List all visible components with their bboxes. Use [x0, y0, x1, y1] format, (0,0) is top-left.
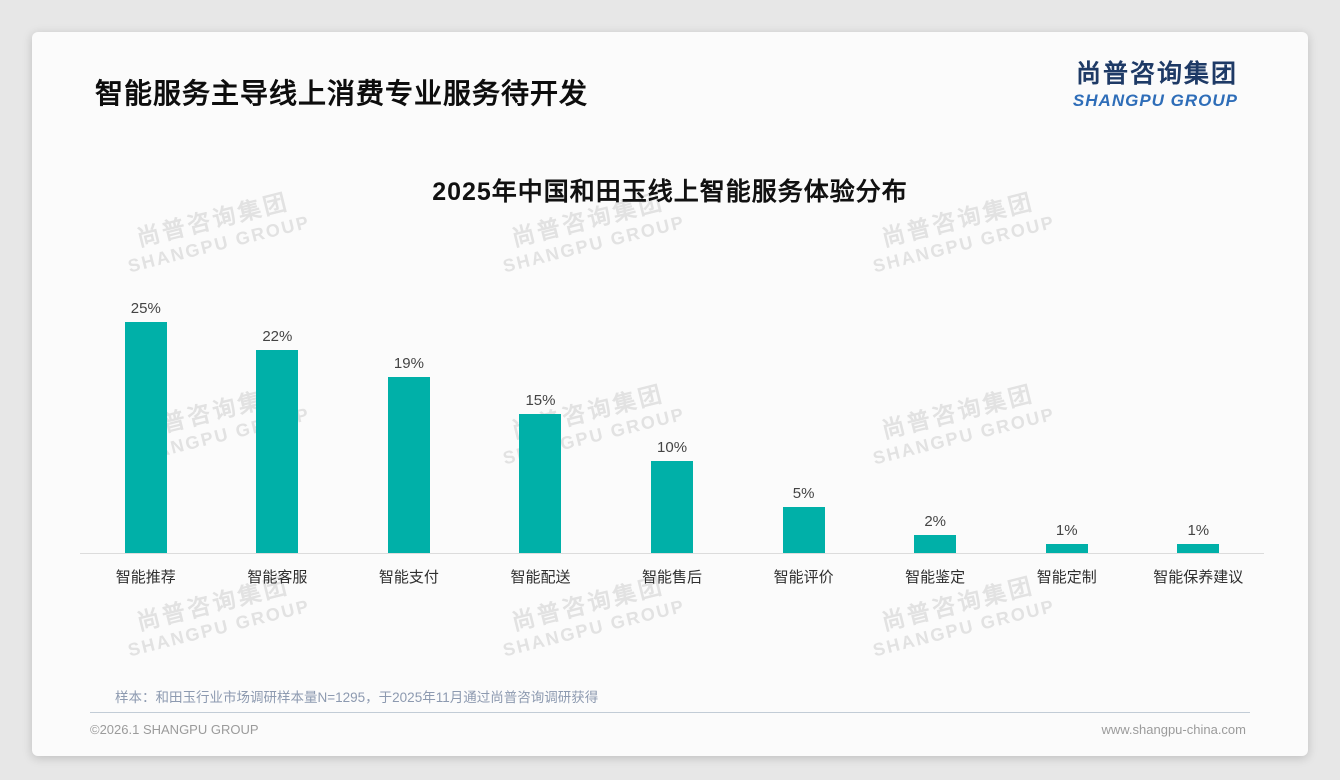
category-label: 智能鉴定 — [905, 569, 966, 586]
bar-column: 22% — [212, 328, 344, 553]
bar-column: 10% — [606, 439, 738, 553]
bar-value-label: 5% — [792, 485, 815, 502]
bar-value-label: 15% — [525, 392, 556, 409]
x-axis-line — [80, 553, 1264, 554]
bar-value-label: 10% — [657, 439, 688, 456]
category-labels-row: 智能推荐 智能客服 智能支付 智能配送 智能售后 智能评价 智能鉴定 智能定制 智能保养建议 — [80, 566, 1264, 587]
footer-divider — [90, 712, 1250, 713]
bar-value-label: 1% — [1055, 522, 1078, 539]
bar-value-label: 25% — [130, 300, 161, 317]
bar-column: 1% — [1133, 522, 1265, 553]
bar-value-label: 22% — [262, 328, 293, 345]
bar-value-label: 19% — [393, 355, 424, 372]
category-label: 智能配送 — [510, 569, 571, 586]
bar-value-label: 1% — [1187, 522, 1210, 539]
bar-column: 15% — [475, 392, 607, 553]
slide-card: 智能服务主导线上消费专业服务待开发 尚普咨询集团 SHANGPU GROUP 尚… — [32, 32, 1308, 756]
footer-copyright: ©2026.1 SHANGPU GROUP — [90, 722, 259, 737]
bar — [651, 461, 694, 553]
logo-text-en: SHANGPU GROUP — [1072, 91, 1238, 110]
page-title: 智能服务主导线上消费专业服务待开发 — [95, 78, 589, 109]
bar-value-label: 2% — [924, 513, 946, 530]
bar-column: 5% — [738, 485, 870, 553]
bar-column: 2% — [869, 513, 1001, 553]
category-label: 智能支付 — [378, 569, 439, 586]
bar — [1045, 544, 1088, 553]
bar-column: 19% — [343, 355, 475, 553]
bar — [124, 322, 167, 553]
bar-column: 1% — [1001, 522, 1133, 553]
category-label: 智能定制 — [1036, 569, 1097, 586]
bar-plot: 25% 22% 19% 15% 10% 5% 2% 1% 1% — [80, 273, 1264, 553]
category-label: 智能保养建议 — [1153, 569, 1244, 586]
bar — [914, 535, 957, 553]
category-label: 智能评价 — [773, 569, 834, 586]
category-label: 智能售后 — [642, 569, 703, 586]
logo-text-cn: 尚普咨询集团 — [1075, 60, 1238, 88]
sample-footnote: 样本：和田玉行业市场调研样本量N=1295，于2025年11月通过尚普咨询调研获… — [115, 690, 599, 705]
chart-title: 2025年中国和田玉线上智能服务体验分布 — [432, 178, 908, 206]
bar — [1177, 544, 1220, 553]
footer-website: www.shangpu-china.com — [1101, 722, 1246, 737]
bar — [519, 414, 562, 553]
shangpu-logo: 尚普咨询集团 SHANGPU GROUP — [1073, 54, 1238, 111]
category-label: 智能推荐 — [115, 569, 176, 586]
category-label: 智能客服 — [247, 569, 308, 586]
bar — [387, 377, 430, 553]
bar — [256, 350, 299, 553]
bar-column: 25% — [80, 300, 212, 553]
bar — [782, 507, 825, 553]
